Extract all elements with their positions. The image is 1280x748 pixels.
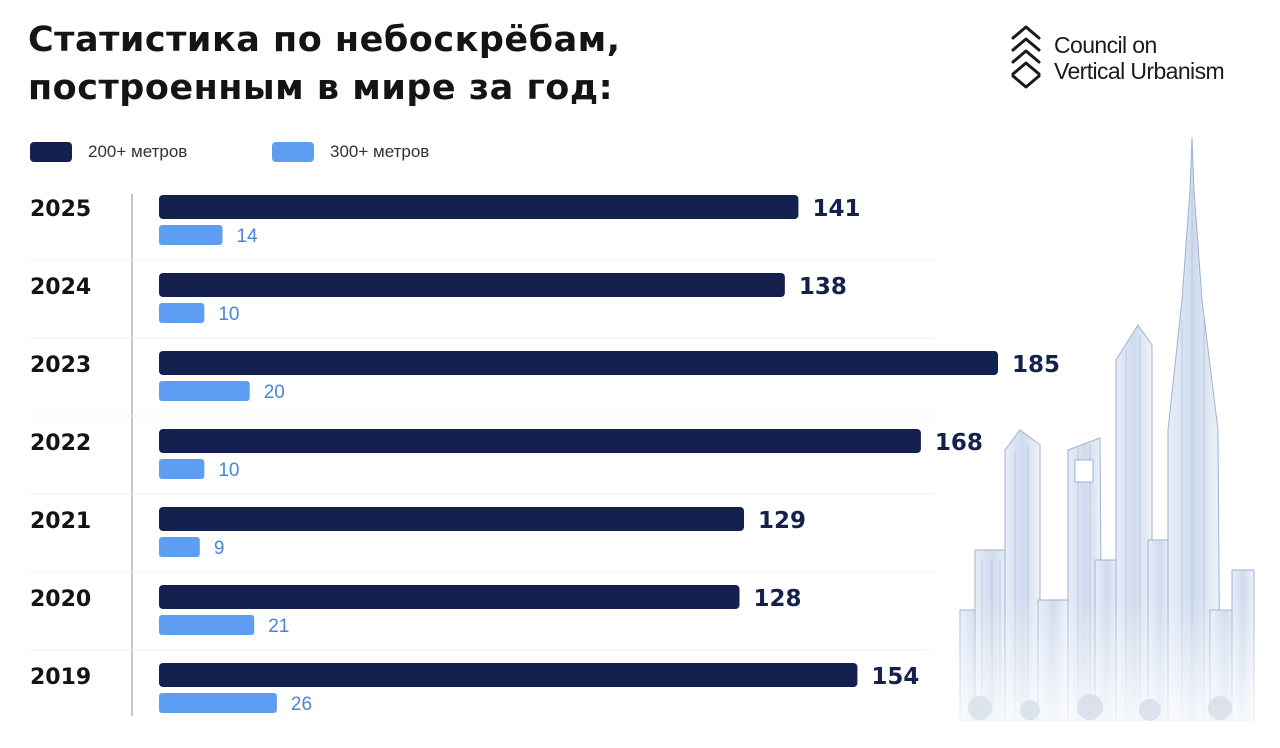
value-label-300m: 20 xyxy=(264,382,285,403)
bar-chart: 2025 141 14 2024 138 10 2023 185 20 2022 168 10 2021… xyxy=(30,194,1060,716)
year-label: 2019 xyxy=(30,665,91,690)
value-label-200m: 168 xyxy=(935,430,983,456)
year-label: 2020 xyxy=(30,587,91,612)
value-label-300m: 21 xyxy=(268,616,289,637)
bar-300m xyxy=(159,693,277,713)
bar-200m xyxy=(159,507,745,531)
brand-line-1: Council on xyxy=(1054,32,1157,58)
value-label-200m: 129 xyxy=(758,508,806,534)
legend-item-200: 200+ метров xyxy=(30,142,187,162)
value-label-300m: 9 xyxy=(214,538,225,559)
brand: Council on Vertical Urbanism xyxy=(1010,24,1270,94)
brand-line-2: Vertical Urbanism xyxy=(1054,58,1225,84)
bar-200m xyxy=(159,585,740,609)
year-label: 2022 xyxy=(30,431,91,456)
value-label-300m: 10 xyxy=(218,460,239,481)
year-label: 2021 xyxy=(30,509,91,534)
year-label: 2024 xyxy=(30,275,91,300)
value-label-200m: 141 xyxy=(812,196,860,222)
value-label-200m: 154 xyxy=(871,664,919,690)
bar-300m xyxy=(159,615,255,635)
bar-300m xyxy=(159,381,250,401)
bar-200m xyxy=(159,429,921,453)
legend-swatch-200 xyxy=(30,142,72,162)
bar-200m xyxy=(159,351,998,375)
value-label-200m: 128 xyxy=(753,586,801,612)
legend-swatch-300 xyxy=(272,142,314,162)
legend-item-300: 300+ метров xyxy=(272,142,429,162)
skyline-illustration xyxy=(920,137,1270,730)
bar-300m xyxy=(159,459,205,479)
year-label: 2025 xyxy=(30,197,91,222)
page-title: Статистика по небоскрёбам, построенным в… xyxy=(28,20,621,108)
legend-label-300: 300+ метров xyxy=(330,142,430,161)
year-label: 2023 xyxy=(30,353,91,378)
value-label-200m: 185 xyxy=(1012,352,1060,378)
legend-label-200: 200+ метров xyxy=(88,142,188,161)
value-label-300m: 10 xyxy=(218,304,239,325)
bar-200m xyxy=(159,663,858,687)
value-label-300m: 14 xyxy=(236,226,258,247)
value-label-200m: 138 xyxy=(799,274,847,300)
brand-name: Council on Vertical Urbanism xyxy=(1054,32,1225,84)
value-label-300m: 26 xyxy=(291,694,312,715)
bar-300m xyxy=(159,537,200,557)
bar-300m xyxy=(159,225,223,245)
layered-chevron-logo-icon xyxy=(1011,25,1041,89)
chart-rows: 2025 141 14 2024 138 10 2023 185 20 2022 168 10 2021… xyxy=(30,195,1060,715)
bar-200m xyxy=(159,273,785,297)
bar-200m xyxy=(159,195,799,219)
bar-300m xyxy=(159,303,205,323)
